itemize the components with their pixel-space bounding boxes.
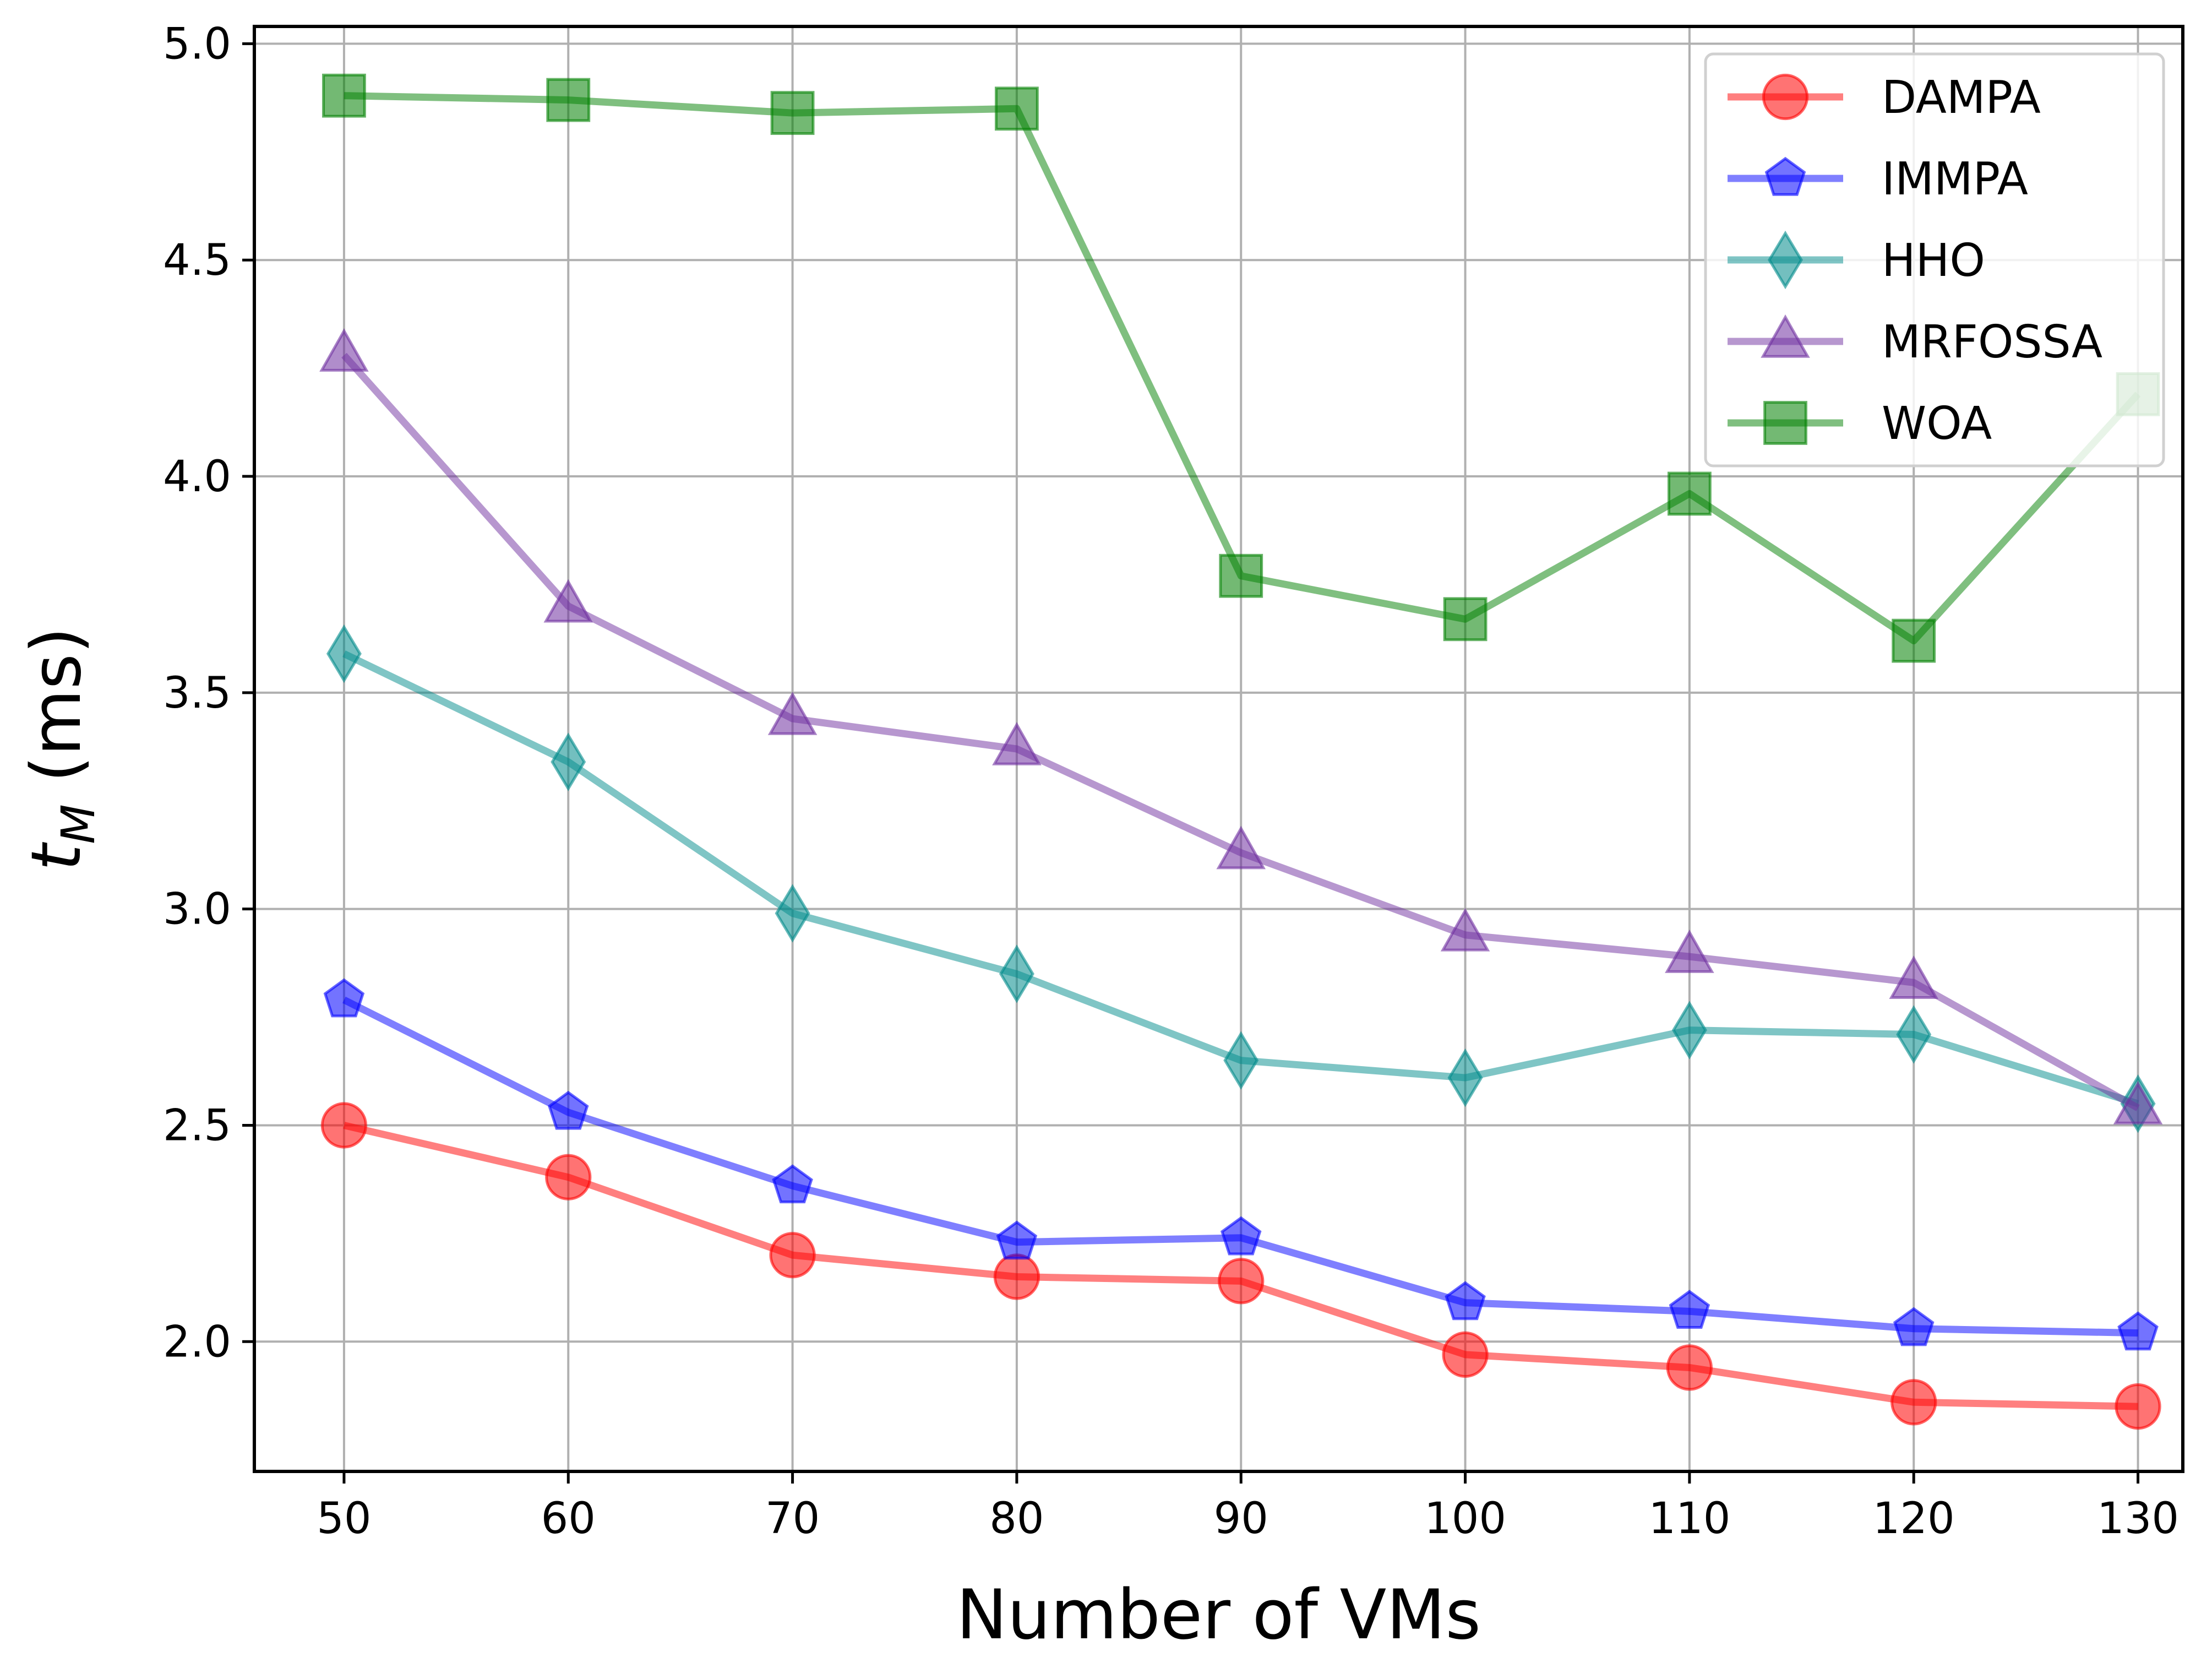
legend-label-mrfossa: MRFOSSA <box>1882 316 2102 368</box>
legend-label-dampa: DAMPA <box>1882 72 2041 124</box>
plot-frame <box>253 25 2184 1473</box>
data-point-woa <box>1443 597 1488 642</box>
y-axis-label: tM (ms) <box>17 627 105 871</box>
y-axis-label-suffix: (ms) <box>17 627 96 805</box>
data-point-woa <box>995 86 1039 131</box>
legend-entry-dampa: DAMPA <box>1728 72 2041 124</box>
series-dampa <box>320 1102 2161 1430</box>
x-tick-label: 70 <box>765 1494 820 1544</box>
data-point-hho <box>326 624 362 683</box>
series-layer <box>319 73 2163 1430</box>
data-point-immpa <box>772 1164 813 1204</box>
data-point-woa <box>1219 553 1263 598</box>
data-point-immpa <box>1445 1281 1486 1321</box>
series-immpa <box>323 978 2159 1351</box>
y-tick-label: 3.5 <box>163 669 231 718</box>
data-point-woa <box>322 73 366 118</box>
y-tick-label: 2.0 <box>163 1317 231 1367</box>
data-point-woa <box>770 91 815 135</box>
data-point-immpa <box>1893 1307 1935 1346</box>
x-tick-label: 110 <box>1648 1494 1730 1544</box>
data-point-mrfossa <box>2113 1081 2163 1124</box>
legend-entry-immpa: IMMPA <box>1728 153 2028 205</box>
data-point-mrfossa <box>543 579 593 623</box>
x-axis-label: Number of VMs <box>956 1575 1481 1655</box>
data-point-hho <box>1223 1031 1259 1090</box>
data-point-mrfossa <box>1216 825 1266 870</box>
x-tick-label: 120 <box>1873 1494 1955 1544</box>
data-point-mrfossa <box>1889 955 1938 999</box>
legend-box <box>1704 52 2165 468</box>
data-point-immpa <box>996 1220 1038 1260</box>
data-point-immpa <box>323 978 365 1018</box>
legend-entry-hho: HHO <box>1728 230 1985 290</box>
x-tick-label: 60 <box>541 1494 596 1544</box>
data-point-hho <box>775 884 810 943</box>
data-point-immpa <box>1669 1290 1710 1329</box>
y-tick-label: 2.5 <box>163 1101 231 1150</box>
data-point-dampa <box>769 1232 816 1279</box>
legend-marker-dampa <box>1762 73 1809 121</box>
data-point-woa <box>546 78 591 122</box>
data-point-dampa <box>1442 1331 1489 1378</box>
data-point-dampa <box>1890 1379 1937 1426</box>
data-point-dampa <box>545 1154 592 1200</box>
data-point-dampa <box>1218 1258 1265 1305</box>
data-point-dampa <box>993 1253 1040 1300</box>
y-axis-label-subscript: M <box>51 804 105 844</box>
legend-label-woa: WOA <box>1882 398 1992 450</box>
x-tick-label: 130 <box>2097 1494 2179 1544</box>
data-point-immpa <box>2117 1311 2159 1351</box>
legend-marker-woa <box>1763 401 1807 445</box>
y-tick-label: 4.0 <box>163 452 231 502</box>
data-point-hho <box>999 944 1034 1003</box>
data-point-mrfossa <box>319 328 369 372</box>
data-point-dampa <box>1666 1344 1713 1391</box>
x-tick-label: 90 <box>1214 1494 1268 1544</box>
data-point-immpa <box>1220 1216 1262 1256</box>
data-point-mrfossa <box>1440 908 1490 952</box>
y-tick-label: 4.5 <box>163 236 231 285</box>
legend-marker-hho <box>1768 230 1803 290</box>
data-point-hho <box>1896 1005 1932 1064</box>
data-point-immpa <box>548 1090 589 1130</box>
x-tick-label: 100 <box>1424 1494 1506 1544</box>
series-woa <box>322 73 2160 663</box>
data-point-woa <box>1667 471 1712 516</box>
data-point-mrfossa <box>767 691 818 735</box>
data-point-mrfossa <box>1665 930 1714 973</box>
series-mrfossa <box>319 328 2163 1124</box>
legend-marker-immpa <box>1764 156 1806 196</box>
legend-label-immpa: IMMPA <box>1882 153 2028 205</box>
x-tick-label: 50 <box>317 1494 371 1544</box>
x-tick-label: 80 <box>989 1494 1044 1544</box>
data-point-mrfossa <box>992 721 1042 765</box>
y-tick-label: 3.0 <box>163 885 231 935</box>
data-point-hho <box>1671 1001 1707 1060</box>
legend-marker-mrfossa <box>1761 314 1810 358</box>
data-point-woa <box>1892 618 1936 663</box>
data-point-dampa <box>320 1102 368 1149</box>
legend-label-hho: HHO <box>1882 235 1985 287</box>
data-point-dampa <box>2115 1383 2161 1430</box>
y-tick-label: 5.0 <box>163 19 231 69</box>
ticks: 50 60 70 80 90 100 110 120 130 2.0 2.5 3.0 3.5 4.0 4.5… <box>163 19 2179 1544</box>
data-point-hho <box>1447 1048 1483 1107</box>
legend-entry-mrfossa: MRFOSSA <box>1728 314 2102 368</box>
legend: DAMPA IMMPA HHO MRFOSSA WOA <box>1704 52 2165 468</box>
legend-entry-woa: WOA <box>1728 398 1992 450</box>
data-point-hho <box>551 732 586 791</box>
y-axis-label-main: t <box>17 841 96 871</box>
